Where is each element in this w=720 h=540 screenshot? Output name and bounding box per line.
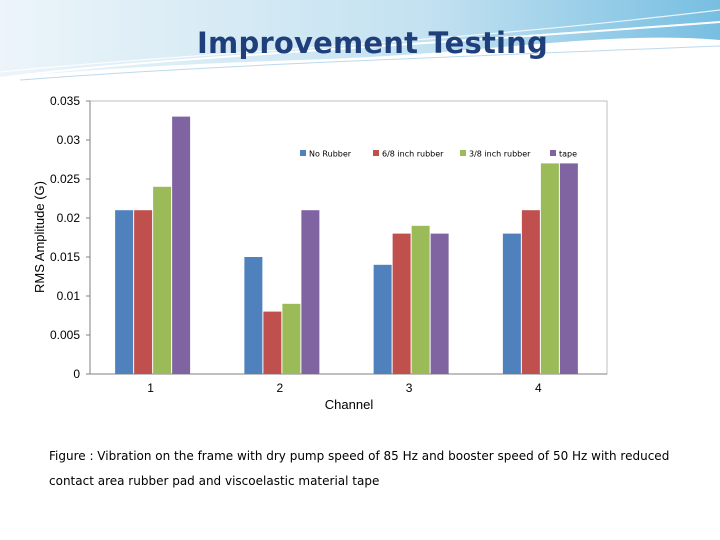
legend-label: 3/8 inch rubber xyxy=(469,150,531,159)
bar xyxy=(521,210,540,374)
y-tick-label: 0 xyxy=(73,367,80,381)
y-tick-labels: 0 0.005 0.01 0.015 0.02 0.025 0.03 0.035 xyxy=(50,94,90,381)
y-axis-title: RMS Amplitude (G) xyxy=(32,181,47,293)
legend-swatch xyxy=(550,150,556,156)
x-tick-labels: 1 2 3 4 xyxy=(147,381,542,395)
legend-label: tape xyxy=(559,150,577,159)
bar xyxy=(282,303,301,374)
bar xyxy=(430,233,449,374)
x-axis-title: Channel xyxy=(325,397,374,412)
legend-swatch xyxy=(460,150,466,156)
bar xyxy=(502,233,521,374)
figure-caption: Figure : Vibration on the frame with dry… xyxy=(49,449,670,488)
x-tick-label: 1 xyxy=(147,381,154,395)
bar xyxy=(172,116,191,374)
bar xyxy=(134,210,153,374)
bar xyxy=(373,264,392,374)
x-tick-label: 2 xyxy=(277,381,284,395)
bar xyxy=(559,163,578,374)
bar xyxy=(263,311,282,374)
y-tick-label: 0.01 xyxy=(57,289,81,303)
bar xyxy=(392,233,411,374)
x-tick-label: 4 xyxy=(535,381,542,395)
legend-swatch xyxy=(300,150,306,156)
y-tick-label: 0.025 xyxy=(50,172,80,186)
bar xyxy=(301,210,320,374)
slide-title: Improvement Testing xyxy=(197,26,548,60)
header-swoosh-decoration xyxy=(0,0,720,81)
legend-label: No Rubber xyxy=(309,150,352,159)
y-tick-label: 0.005 xyxy=(50,328,80,342)
legend: No Rubber 6/8 inch rubber 3/8 inch rubber t… xyxy=(300,150,577,159)
y-tick-label: 0.03 xyxy=(57,133,81,147)
bar xyxy=(244,257,263,374)
bar xyxy=(411,225,430,374)
bar xyxy=(153,186,172,374)
legend-swatch xyxy=(373,150,379,156)
y-tick-label: 0.015 xyxy=(50,250,80,264)
y-tick-label: 0.02 xyxy=(57,211,81,225)
legend-label: 6/8 inch rubber xyxy=(382,150,444,159)
bars-group xyxy=(115,116,578,374)
x-tick-label: 3 xyxy=(406,381,413,395)
bar xyxy=(115,210,134,374)
y-tick-label: 0.035 xyxy=(50,94,80,108)
bar xyxy=(540,163,559,374)
